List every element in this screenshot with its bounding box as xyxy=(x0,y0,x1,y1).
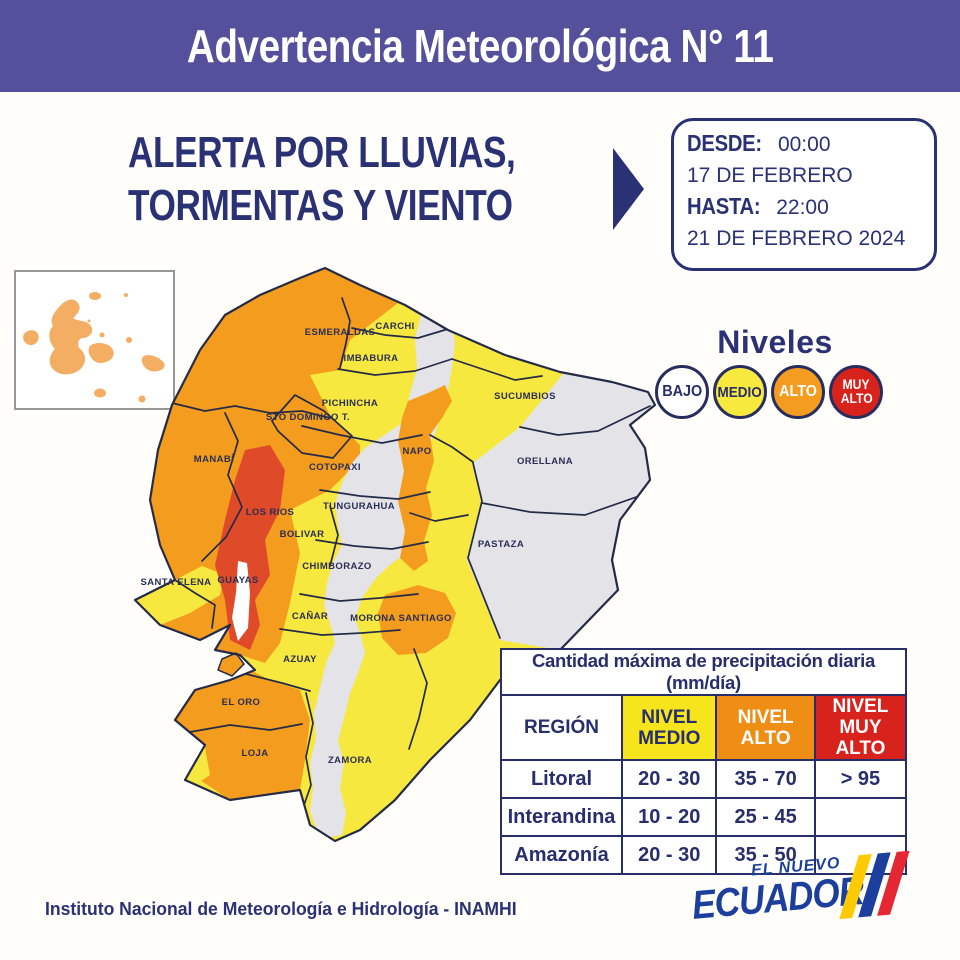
hasta-label: HASTA: xyxy=(687,193,761,219)
galapagos-islands xyxy=(23,292,165,403)
province-label-manabi: MANABÍ xyxy=(194,454,234,465)
alert-title: ALERTA POR LLUVIAS, TORMENTAS Y VIENTO xyxy=(128,126,612,232)
desde-date: 17 DE FEBRERO xyxy=(687,164,853,187)
row-litoral-region: Litoral xyxy=(499,759,624,799)
header-band: Advertencia Meteorológica N° 11 xyxy=(0,0,960,92)
period-box: DESDE: 00:00 17 DE FEBRERO HASTA: 22:00 … xyxy=(671,118,937,271)
desde-label: DESDE: xyxy=(687,130,762,156)
province-label-esmeraldas: ESMERALDAS xyxy=(305,327,376,338)
province-label-cotopaxi: COTOPAXI xyxy=(309,462,361,473)
level-alto-label: ALTO xyxy=(779,383,817,400)
level-bajo-badge: BAJO xyxy=(655,365,709,419)
levels-title: Niveles xyxy=(717,324,833,360)
province-label-guayas: GUAYAS xyxy=(217,575,258,586)
level-muy-alto-label: MUY ALTO xyxy=(840,377,873,406)
zone-muy-alto-guayas-los-rios xyxy=(215,445,285,650)
column-region: REGIÓN xyxy=(499,694,624,761)
row-litoral-alto: 35 - 70 xyxy=(715,759,816,799)
desde-time: 00:00 xyxy=(777,133,831,156)
row-interandina-alto: 25 - 45 xyxy=(715,797,816,837)
province-label-canar: CAÑAR xyxy=(292,611,328,622)
ecuador-outline xyxy=(133,266,657,843)
row-interandina-region: Interandina xyxy=(499,797,624,837)
column-nivel-alto: NIVEL ALTO xyxy=(715,694,816,761)
table-row: Interandina 10 - 20 25 - 45 xyxy=(499,797,908,837)
institution-name: Instituto Nacional de Meteorología e Hid… xyxy=(45,898,517,919)
table-title-row: Cantidad máxima de precipitación diaria … xyxy=(500,648,907,696)
level-medio-badge: MEDIO xyxy=(713,365,767,419)
province-label-sto-domingo: STO DOMINGO T. xyxy=(266,412,350,423)
row-interandina-medio: 10 - 20 xyxy=(621,797,718,837)
zone-alto-morona xyxy=(378,585,456,655)
province-label-imbabura: IMBABURA xyxy=(344,353,399,364)
zone-bajo-oriente xyxy=(467,368,655,650)
column-nivel-medio: NIVEL MEDIO xyxy=(621,694,718,761)
row-interandina-muy-alto xyxy=(813,797,908,837)
province-label-azuay: AZUAY xyxy=(283,654,317,665)
estuary xyxy=(232,561,250,641)
logo-ecuador: ECUADOR xyxy=(690,868,866,928)
levels-legend: BAJO MEDIO ALTO MUY ALTO xyxy=(655,365,883,419)
row-amazonia-medio: 20 - 30 xyxy=(621,835,718,875)
row-litoral-medio: 20 - 30 xyxy=(621,759,718,799)
province-label-pastaza: PASTAZA xyxy=(478,539,524,550)
province-label-santa-elena: SANTA ELENA xyxy=(141,577,212,588)
page-title: Advertencia Meteorológica N° 11 xyxy=(186,20,774,72)
table-row: Litoral 20 - 30 35 - 70 > 95 xyxy=(499,759,908,799)
row-amazonia-region: Amazonía xyxy=(499,835,624,875)
province-label-pichincha: PICHINCHA xyxy=(322,398,378,409)
ecuador-alert-map: ESMERALDAS CARCHI IMBABURA PICHINCHA STO DOM… xyxy=(130,263,660,843)
province-label-orellana: ORELLANA xyxy=(517,456,573,467)
row-litoral-muy-alto: > 95 xyxy=(813,759,908,799)
province-label-el-oro: EL ORO xyxy=(222,697,261,708)
precipitation-table: Cantidad máxima de precipitación diaria … xyxy=(499,648,908,875)
province-label-tungurahua: TUNGURAHUA xyxy=(323,501,395,512)
flag-stripes-icon xyxy=(839,850,910,920)
zone-alto-napo xyxy=(398,385,452,571)
province-label-los-rios: LOS RIOS xyxy=(246,507,295,518)
zone-alto-sur xyxy=(175,670,310,800)
level-bajo-label: BAJO xyxy=(661,383,702,400)
zone-medio-santa-elena xyxy=(135,566,225,625)
column-nivel-muy-alto: NIVEL MUY ALTO xyxy=(813,694,908,761)
galapagos-inset xyxy=(14,270,175,410)
province-label-carchi: CARCHI xyxy=(375,321,414,332)
hasta-date: 21 DE FEBRERO 2024 xyxy=(687,227,906,250)
alert-title-line2: TORMENTAS Y VIENTO xyxy=(128,181,513,230)
province-label-loja: LOJA xyxy=(242,748,269,759)
table-title: Cantidad máxima de precipitación diaria … xyxy=(500,648,907,696)
arrow-right-icon xyxy=(613,148,644,230)
province-label-sucumbios: SUCUMBIOS xyxy=(494,391,556,402)
province-borders xyxy=(171,297,651,809)
province-label-morona-santiago: MORONA SANTIAGO xyxy=(350,613,452,624)
level-alto-badge: ALTO xyxy=(771,365,825,419)
level-muy-alto-badge: MUY ALTO xyxy=(829,365,883,419)
level-medio-label: MEDIO xyxy=(717,383,763,401)
province-label-bolivar: BOLIVAR xyxy=(280,529,325,540)
province-label-chimborazo: CHIMBORAZO xyxy=(302,561,371,572)
province-label-zamora: ZAMORA xyxy=(328,755,372,766)
province-label-napo: NAPO xyxy=(402,446,431,457)
alert-title-line1: ALERTA POR LLUVIAS, xyxy=(128,128,516,177)
hasta-time: 22:00 xyxy=(776,196,829,219)
table-header-row: REGIÓN NIVEL MEDIO NIVEL ALTO NIVEL MUY … xyxy=(499,694,908,761)
row-amazonia-alto: 35 - 50 xyxy=(715,835,816,875)
